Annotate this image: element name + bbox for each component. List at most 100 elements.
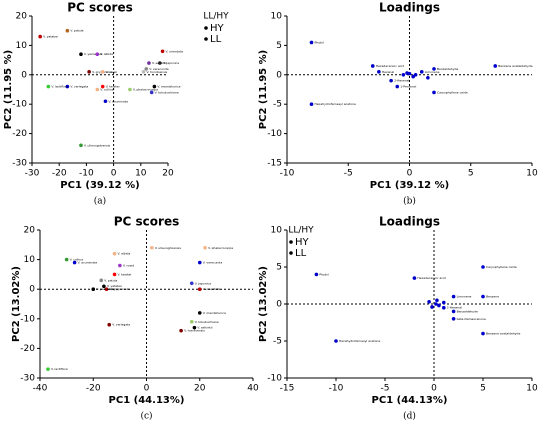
point xyxy=(128,87,132,92)
point-label: Benzene acetaldehyde xyxy=(486,332,520,336)
point-label: V. variegata xyxy=(70,85,88,89)
point-label: beta-Damascenone xyxy=(457,317,486,321)
point-label: V. hondoensis xyxy=(147,70,168,74)
point xyxy=(99,278,104,283)
x-tick-label: 20 xyxy=(194,384,206,394)
y-tick-label: 10 xyxy=(16,41,28,51)
caption: (b) xyxy=(403,196,416,207)
x-tick-label: 10 xyxy=(135,169,147,179)
point xyxy=(160,49,165,54)
y-tick-label: -30 xyxy=(20,374,35,384)
point xyxy=(481,294,485,299)
legend-label: HY xyxy=(295,237,310,248)
y-tick-label: -10 xyxy=(267,374,282,384)
point-label: V. rossii xyxy=(106,70,118,74)
point xyxy=(91,287,96,292)
point-label: V. variegata xyxy=(112,323,130,327)
point xyxy=(401,73,406,77)
point xyxy=(370,64,375,68)
y-tick-label: -20 xyxy=(12,129,27,139)
point-label: Phytol xyxy=(319,272,328,276)
x-tick-label: -5 xyxy=(344,169,353,179)
point-label: V. patula xyxy=(104,278,117,282)
point xyxy=(64,257,69,262)
point xyxy=(432,90,436,95)
x-tick-label: -10 xyxy=(79,169,94,179)
legend-label: HY xyxy=(210,23,225,34)
point xyxy=(150,245,154,250)
caption: (d) xyxy=(403,411,416,422)
point-label: Benzaldehyde xyxy=(437,67,458,71)
point xyxy=(481,265,485,269)
point xyxy=(451,309,456,314)
legend-title: LL/HY xyxy=(288,226,314,236)
y-tick-label: -10 xyxy=(20,314,35,324)
point xyxy=(192,325,197,330)
point-label: 2-Hexenal xyxy=(447,306,462,310)
x-tick-label: 5 xyxy=(480,384,486,394)
point-label: Hexanal xyxy=(382,70,394,74)
caption: (a) xyxy=(94,196,106,207)
caption: (c) xyxy=(140,411,152,422)
point-label: Caryophyllene oxide xyxy=(486,265,517,269)
chart-title: PC scores xyxy=(67,1,132,15)
point xyxy=(65,28,70,33)
point-label: V. verecunda xyxy=(203,261,223,265)
x-tick-label: 0 xyxy=(144,384,150,394)
legend-label: LL xyxy=(210,34,222,45)
point xyxy=(451,294,456,299)
y-tick-label: -10 xyxy=(267,129,282,139)
point xyxy=(334,339,338,343)
chart-title: Loadings xyxy=(379,215,440,229)
point xyxy=(46,84,51,89)
legend-title: LL/HY xyxy=(203,12,229,22)
legend-marker xyxy=(289,240,293,244)
point-label: V. mandshurica xyxy=(203,311,226,315)
point-label: 2-Hexenal xyxy=(394,79,409,83)
point xyxy=(451,317,456,321)
point xyxy=(203,245,207,250)
x-tick-label: 10 xyxy=(526,169,538,179)
point-label: V. verecunda xyxy=(149,67,169,71)
y-tick-label: -20 xyxy=(20,344,35,354)
point-label: V. lactiflora xyxy=(51,367,68,371)
x-tick-label: 40 xyxy=(247,384,259,394)
y-tick-label: 0 xyxy=(29,285,35,295)
point xyxy=(309,102,314,106)
x-axis-label: PC1 (44.13%) xyxy=(109,395,185,406)
y-tick-label: 10 xyxy=(271,226,283,236)
point xyxy=(427,299,431,304)
point xyxy=(197,287,202,292)
point xyxy=(79,143,83,148)
point xyxy=(112,272,117,277)
point xyxy=(197,311,202,315)
point-label: V. orientalis xyxy=(166,49,184,53)
point xyxy=(377,70,381,74)
point-label: 1-Pentanol xyxy=(400,85,416,89)
point xyxy=(79,52,83,57)
point-label: Hexadecanoic acid xyxy=(417,276,445,280)
x-tick-label: -20 xyxy=(52,169,67,179)
point-label: Benzaldehyde xyxy=(457,309,478,313)
point-label: V. keiskei xyxy=(118,272,132,276)
point xyxy=(147,61,151,65)
point xyxy=(112,251,117,256)
x-tick-label: -10 xyxy=(280,169,295,179)
point xyxy=(437,303,441,308)
point xyxy=(152,84,157,89)
point xyxy=(100,84,105,89)
point xyxy=(442,300,446,305)
point xyxy=(434,302,438,306)
x-tick-label: -40 xyxy=(33,384,48,394)
point xyxy=(118,263,122,268)
point-label: V. yezoensis xyxy=(84,52,103,56)
point-label: Hexadecanoic acid xyxy=(376,64,404,68)
x-tick-label: 0 xyxy=(431,384,437,394)
x-axis-label: PC1 (44.13%) xyxy=(372,395,448,406)
y-tick-label: 0 xyxy=(276,70,282,80)
point-label: V. lactiflora xyxy=(51,85,68,89)
point xyxy=(104,287,109,292)
legend-marker xyxy=(204,26,208,30)
legend-label: LL xyxy=(295,248,307,259)
